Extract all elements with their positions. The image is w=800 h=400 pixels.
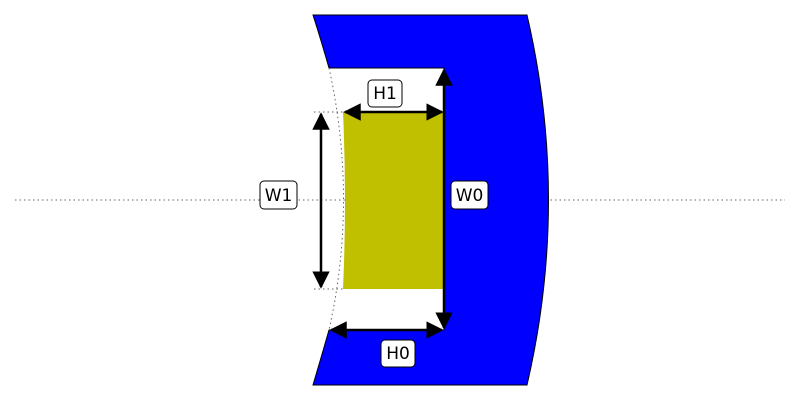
slot-arc-guide <box>328 67 344 331</box>
inner-winding-block <box>343 112 444 289</box>
outer-ring-segment <box>312 14 549 386</box>
label-h1: H1 <box>367 79 403 108</box>
label-w0: W0 <box>450 180 489 210</box>
svg-text:W0: W0 <box>456 186 484 206</box>
label-w1: W1 <box>259 180 298 210</box>
svg-text:H1: H1 <box>373 84 397 104</box>
svg-text:W1: W1 <box>265 186 293 206</box>
svg-text:H0: H0 <box>386 344 410 364</box>
label-h0: H0 <box>380 339 416 368</box>
